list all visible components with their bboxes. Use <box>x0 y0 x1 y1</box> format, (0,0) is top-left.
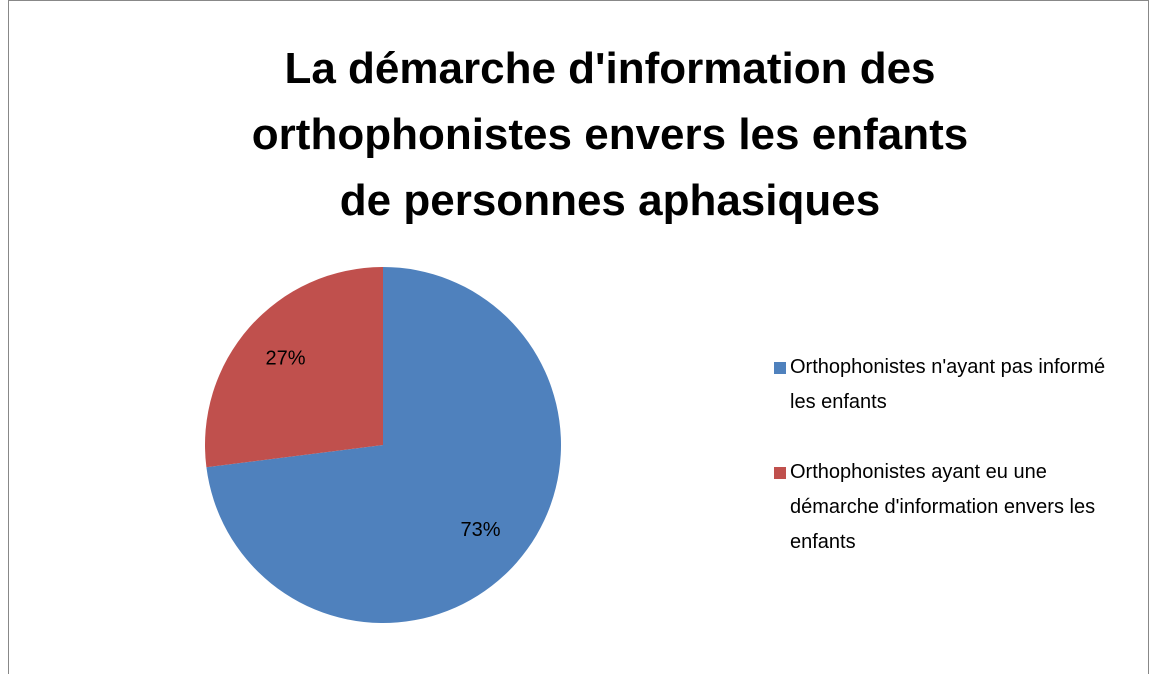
pie-slice <box>204 267 383 468</box>
legend-label: Orthophonistes n'ayant pas informé les e… <box>790 356 1106 413</box>
data-label: 27% <box>266 347 306 369</box>
legend-entry: Orthophonistes ayant eu une démarche d'i… <box>774 455 1120 560</box>
legend-label: Orthophonistes ayant eu une démarche d'i… <box>790 461 1096 553</box>
legend-swatch <box>774 362 786 374</box>
data-label: 73% <box>460 519 500 541</box>
chart-title: La démarche d'information des orthophoni… <box>251 44 969 225</box>
frame <box>8 0 1149 674</box>
legend-entry: Orthophonistes n'ayant pas informé les e… <box>774 350 1120 420</box>
legend-swatch <box>774 467 786 479</box>
pie-slice <box>206 267 561 623</box>
